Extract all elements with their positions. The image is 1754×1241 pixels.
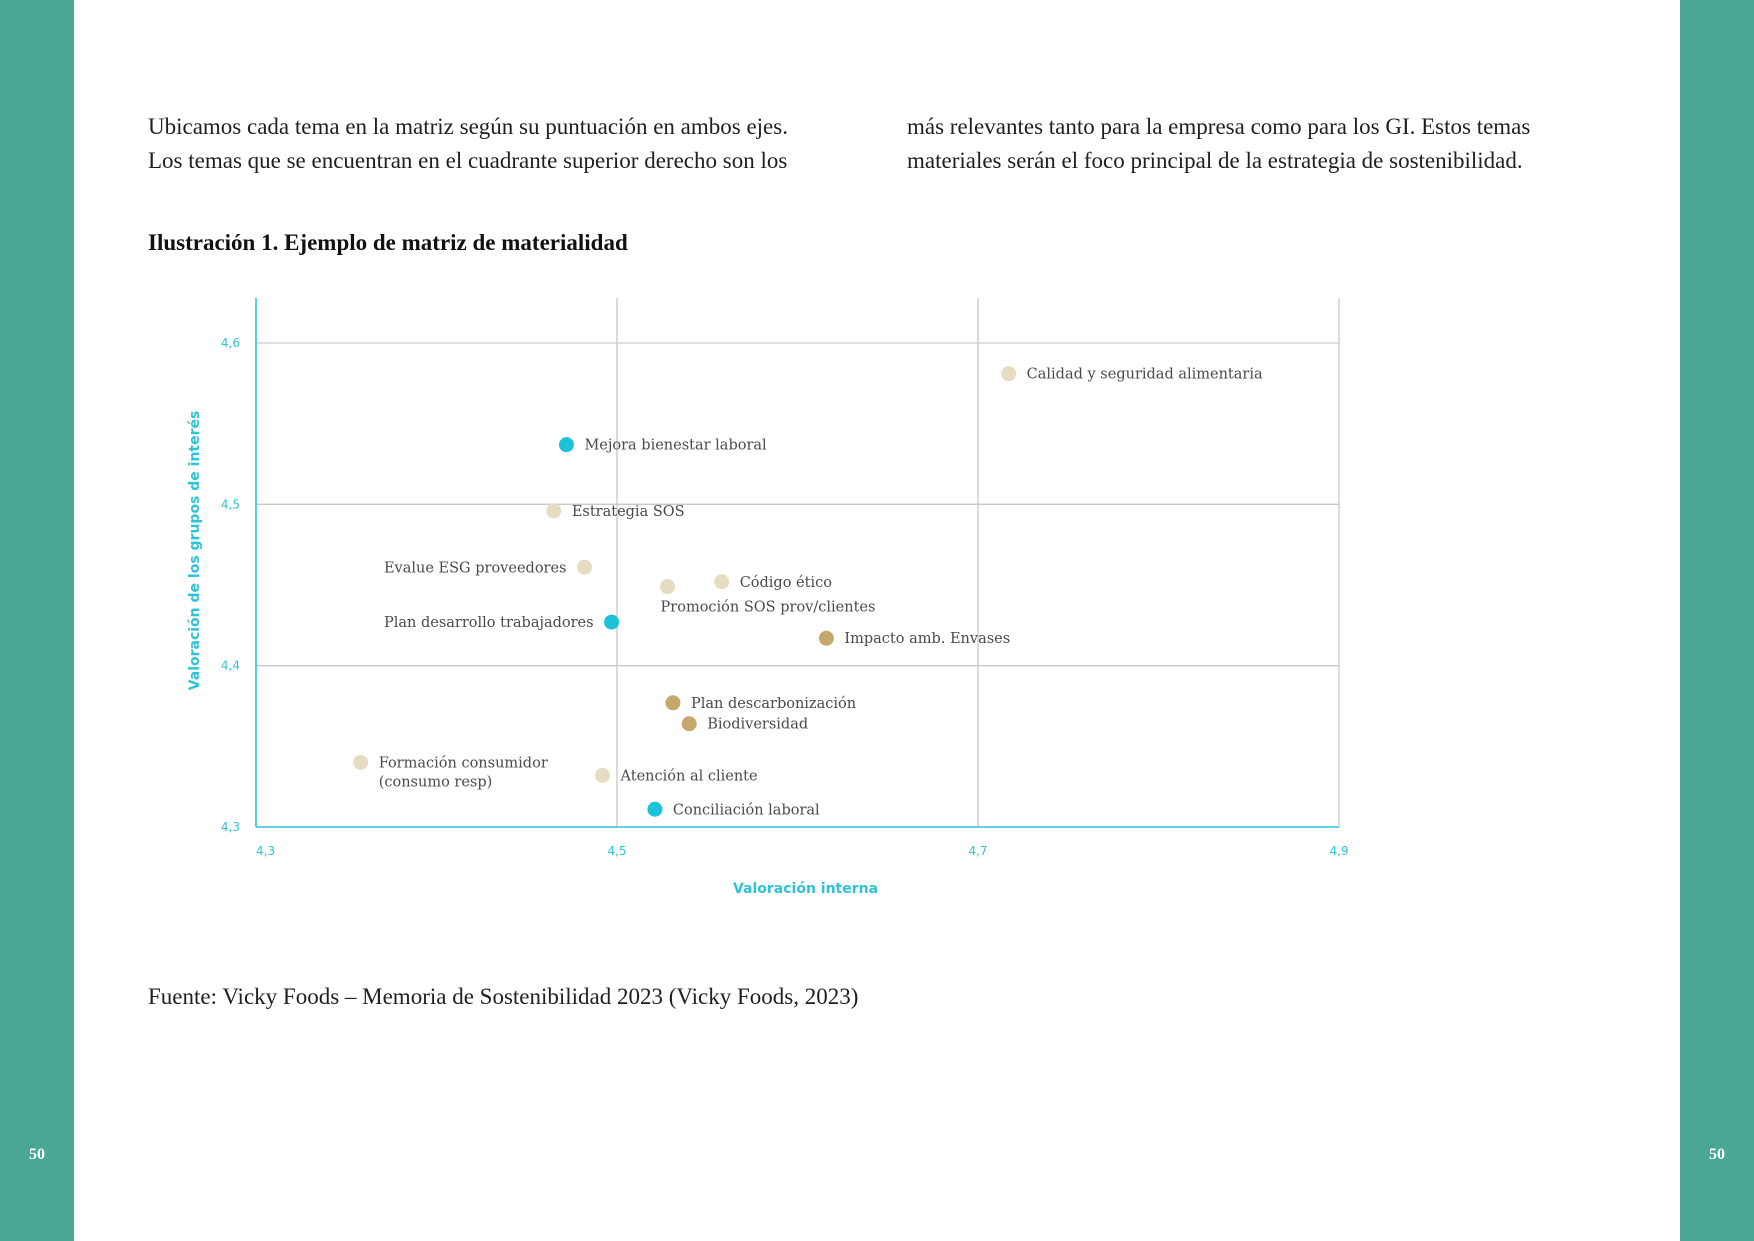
- data-point: [1001, 366, 1017, 382]
- y-tick-label: 4,6: [221, 336, 240, 350]
- data-point: [558, 437, 574, 453]
- data-point-label: Formación consumidor (consumo resp): [379, 755, 548, 790]
- x-tick-label: 4,9: [1329, 844, 1348, 858]
- data-point-label: Biodiversidad: [707, 717, 808, 733]
- data-point: [665, 695, 681, 711]
- x-axis-title: Valoración interna: [733, 881, 878, 897]
- body-text-line: Los temas que se encuentran en el cuadra…: [148, 148, 788, 173]
- data-point-label: Código ético: [740, 575, 832, 591]
- data-point: [546, 503, 562, 519]
- data-point: [681, 716, 697, 732]
- data-point: [714, 574, 730, 590]
- page-number-right: 50: [1709, 1146, 1725, 1163]
- data-point: [577, 559, 593, 575]
- y-tick-label: 4,5: [221, 497, 240, 511]
- data-point: [647, 801, 663, 817]
- left-margin-band: [0, 0, 74, 1241]
- data-point: [818, 630, 834, 646]
- x-tick-label: 4,5: [607, 844, 626, 858]
- data-point: [353, 754, 369, 770]
- y-tick-label: 4,4: [221, 659, 240, 673]
- body-text-line: materiales serán el foco principal de la…: [907, 148, 1523, 173]
- page-number-left: 50: [29, 1146, 45, 1163]
- y-tick-label: 4,3: [221, 820, 240, 834]
- body-text-right-column: más relevantes tanto para la empresa com…: [907, 110, 1577, 178]
- data-point-label: Conciliación laboral: [673, 802, 820, 818]
- right-margin-band: [1680, 0, 1754, 1241]
- body-text-line: más relevantes tanto para la empresa com…: [907, 114, 1531, 139]
- x-tick-label: 4,7: [968, 844, 987, 858]
- data-point: [660, 579, 676, 595]
- data-point-label: Atención al cliente: [620, 768, 758, 784]
- data-point-label: Plan desarrollo trabajadores: [384, 615, 594, 631]
- body-text-left-column: Ubicamos cada tema en la matriz según su…: [148, 110, 818, 178]
- data-point-label: Calidad y seguridad alimentaria: [1027, 367, 1263, 383]
- data-point: [604, 614, 620, 630]
- data-point-label: Plan descarbonización: [691, 696, 856, 712]
- x-tick-label: 4,3: [256, 844, 275, 858]
- figure-source: Fuente: Vicky Foods – Memoria de Sosteni…: [148, 984, 859, 1009]
- data-point: [595, 767, 611, 783]
- data-point-label: Mejora bienestar laboral: [584, 438, 767, 454]
- figure-caption: Ilustración 1. Ejemplo de matriz de mate…: [148, 230, 628, 255]
- y-axis-title: Valoración de los grupos de interés: [187, 411, 203, 691]
- data-point-label: Evalue ESG proveedores: [384, 560, 567, 576]
- body-text-line: Ubicamos cada tema en la matriz según su…: [148, 114, 788, 139]
- data-point-label: Impacto amb. Envases: [844, 631, 1010, 647]
- data-point-label: Promoción SOS prov/clientes: [661, 600, 876, 616]
- data-point-label: Estrategia SOS: [572, 504, 685, 520]
